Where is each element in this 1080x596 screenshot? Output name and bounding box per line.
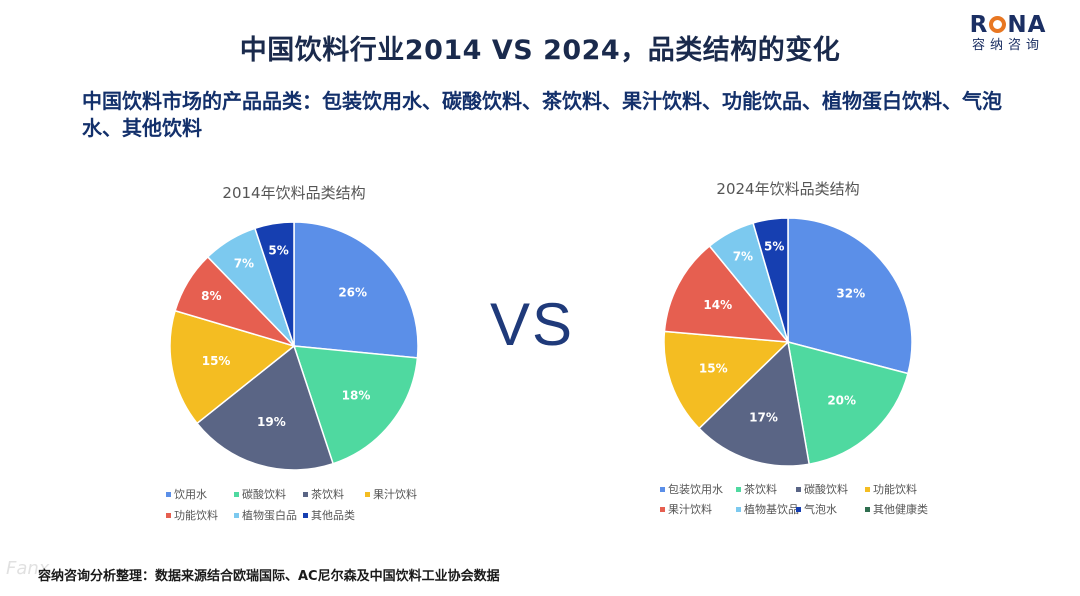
- legend-label: 功能饮料: [174, 508, 218, 522]
- pie-chart-1: 2014年饮料品类结构 26% 18% 19% 15% 8% 7% 5% 饮用水 碳酸饮料 茶饮料 果…: [166, 184, 419, 522]
- slice-label: 19%: [257, 415, 286, 429]
- legend-swatch: [303, 492, 308, 497]
- legend-swatch: [796, 487, 801, 492]
- logo-ring-icon: [989, 16, 1007, 33]
- legend-label: 功能饮料: [873, 482, 917, 496]
- legend-swatch: [234, 513, 239, 518]
- slice-label: 5%: [268, 244, 288, 258]
- legend-label: 其他品类: [311, 508, 355, 522]
- legend-label: 果汁饮料: [373, 487, 417, 501]
- pie-slice: [752, 217, 789, 343]
- legend-swatch: [166, 492, 171, 497]
- slice-label: 8%: [201, 289, 221, 303]
- slice-label: 14%: [703, 298, 732, 312]
- slice-label: 32%: [836, 287, 865, 301]
- legend-swatch: [365, 492, 370, 497]
- logo-subtitle: 容纳咨询: [971, 38, 1044, 53]
- legend-label: 气泡水: [804, 502, 837, 516]
- logo-wordmark: R NA: [958, 12, 1058, 38]
- pie-slice: [169, 309, 296, 425]
- watermark: Fanx: [6, 558, 50, 579]
- vs-label: VS: [490, 291, 575, 358]
- legend-label: 饮用水: [174, 488, 207, 501]
- pie-slice: [663, 330, 790, 430]
- chart-title: 2014年饮料品类结构: [222, 184, 365, 202]
- legend-label: 碳酸饮料: [242, 487, 286, 501]
- legend-label: 茶饮料: [311, 487, 344, 501]
- legend-swatch: [234, 492, 239, 497]
- legend-swatch: [166, 513, 171, 518]
- pie-slice: [663, 244, 790, 343]
- logo-letter-r: R: [969, 12, 989, 38]
- legend-swatch: [303, 513, 308, 518]
- legend-swatch: [736, 487, 741, 492]
- legend-label: 果汁饮料: [668, 502, 712, 516]
- slice-label: 15%: [699, 362, 728, 376]
- pie-slice: [292, 345, 419, 465]
- slice-label: 20%: [827, 394, 856, 408]
- pie-chart-2: 2024年饮料品类结构 32% 20% 17% 15% 14% 7% 5% 包装饮用水 茶饮料 碳酸…: [660, 180, 928, 516]
- pie-slice: [787, 340, 909, 466]
- legend-swatch: [660, 507, 665, 512]
- pie-slice: [293, 221, 419, 359]
- pie-slice: [787, 217, 913, 375]
- slice-label: 26%: [338, 286, 367, 300]
- legend-label: 植物蛋白品: [242, 508, 297, 522]
- legend-swatch: [736, 507, 741, 512]
- slice-label: 18%: [342, 389, 371, 403]
- legend-label: 植物基饮品: [744, 502, 799, 516]
- legend-swatch: [796, 507, 801, 512]
- pie-slice: [195, 344, 335, 471]
- legend-label: 茶饮料: [744, 482, 777, 496]
- slice-label: 7%: [733, 250, 753, 264]
- brand-logo: R NA 容纳咨询: [958, 12, 1058, 54]
- pie-slice: [698, 340, 811, 467]
- category-description: 中国饮料市场的产品品类：包装饮用水、碳酸饮料、茶饮料、果汁饮料、功能饮品、植物蛋…: [82, 89, 1002, 140]
- legend-swatch: [865, 507, 870, 512]
- page-title: 中国饮料行业2014 VS 2024，品类结构的变化: [239, 35, 841, 66]
- chart-title: 2024年饮料品类结构: [716, 180, 859, 198]
- legend-label: 包装饮用水: [668, 483, 723, 496]
- legend-swatch: [660, 487, 665, 492]
- pie-slice: [253, 221, 295, 347]
- legend-label: 其他健康类: [873, 502, 928, 516]
- logo-letters-na: NA: [1007, 12, 1047, 38]
- slice-label: 15%: [202, 354, 231, 368]
- legend-swatch: [865, 487, 870, 492]
- slice-label: 7%: [234, 256, 254, 270]
- slice-label: 5%: [764, 239, 784, 253]
- legend-label: 碳酸饮料: [804, 482, 848, 496]
- source-footnote: 容纳咨询分析整理：数据来源结合欧瑞国际、AC尼尔森及中国饮料工业协会数据: [38, 569, 500, 584]
- slice-label: 17%: [749, 411, 778, 425]
